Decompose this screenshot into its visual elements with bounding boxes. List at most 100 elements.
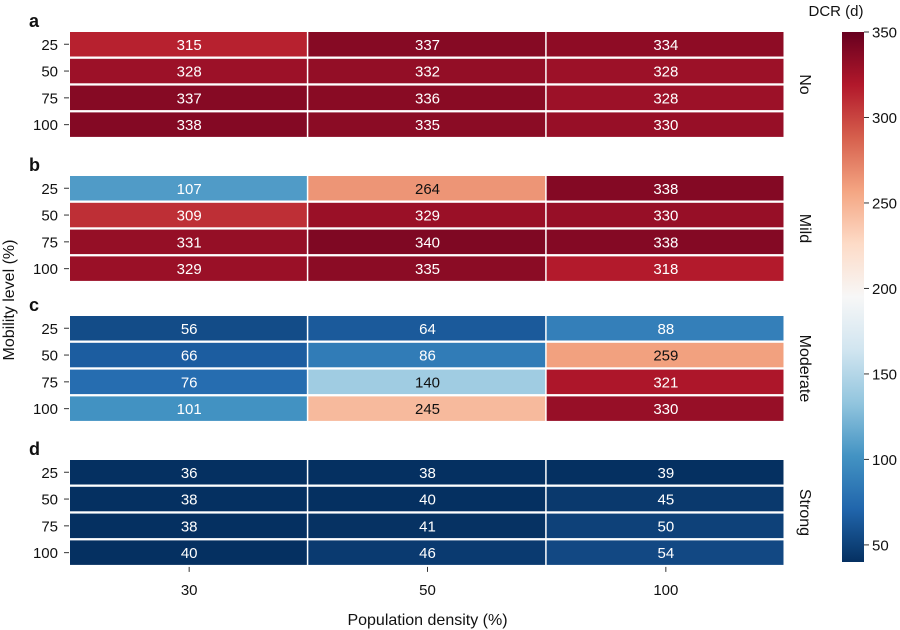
heatmap-cell-a-3-2 [546,112,784,137]
cell-value-label: 336 [415,90,440,107]
heatmap-cell-b-0-2 [546,176,784,201]
cell-value-label: 38 [181,518,198,535]
heatmap-cell-a-0-0 [70,32,307,57]
colorbar-tick-label: 300 [872,110,897,127]
y-tick-label: 100 [33,261,58,278]
cell-value-label: 321 [653,374,678,391]
heatmap-cell-a-1-1 [308,58,546,84]
heatmap-cell-b-0-1 [308,176,546,201]
heatmap-cell-c-0-2 [546,316,784,341]
cell-value-label: 56 [181,321,198,338]
cell-value-label: 332 [415,64,440,81]
y-tick-label: 25 [41,37,58,54]
cell-value-label: 39 [657,465,674,482]
cell-value-label: 318 [653,261,678,278]
y-axis-label: Mobility level (%) [1,240,18,361]
heatmap-cell-a-0-2 [546,32,784,57]
heatmap-cell-a-1-2 [546,58,784,84]
cell-value-label: 259 [653,348,678,365]
y-tick-label: 75 [41,374,58,391]
heatmap-cell-b-0-0 [70,176,307,201]
cell-value-label: 335 [415,261,440,278]
panel-side-label: Moderate [796,335,813,403]
heatmap-cell-c-1-1 [308,342,546,368]
heatmap-cell-c-0-1 [308,316,546,341]
colorbar-tick-label: 50 [872,537,889,554]
colorbar-tick-label: 200 [872,281,897,298]
y-tick-label: 50 [41,208,58,225]
heatmap-cell-c-1-0 [70,342,307,368]
y-tick-label: 75 [41,90,58,107]
cell-value-label: 38 [419,465,436,482]
heatmap-cell-d-2-2 [546,513,784,539]
heatmap-cell-b-2-2 [546,229,784,255]
panel-letter: b [29,155,40,175]
cell-value-label: 309 [177,208,202,225]
panel-side-label: Strong [796,489,813,536]
cell-value-label: 45 [657,492,674,509]
heatmap-cell-a-2-2 [546,85,784,111]
panel-letter: d [29,439,40,459]
cell-value-label: 329 [177,261,202,278]
heatmap-cell-b-1-2 [546,202,784,228]
cell-value-label: 54 [657,545,674,562]
heatmap-cell-c-3-2 [546,396,784,421]
cell-value-label: 315 [177,37,202,54]
heatmap-cell-c-2-2 [546,369,784,395]
cell-value-label: 245 [415,401,440,418]
heatmap-cell-a-2-0 [70,85,307,111]
y-tick-label: 50 [41,348,58,365]
heatmap-cell-d-1-0 [70,486,307,512]
heatmap-cell-d-3-1 [308,540,546,565]
heatmap-cell-b-2-0 [70,229,307,255]
cell-value-label: 41 [419,518,436,535]
cell-value-label: 330 [653,208,678,225]
cell-value-label: 101 [177,401,202,418]
cell-value-label: 330 [653,117,678,134]
cell-value-label: 40 [419,492,436,509]
panel-side-label: No [796,74,813,95]
cell-value-label: 40 [181,545,198,562]
heatmap-cell-a-3-0 [70,112,307,137]
panel-side-label: Mild [796,214,813,243]
colorbar-title: DCR (d) [809,3,864,20]
cell-value-label: 328 [653,64,678,81]
y-tick-label: 50 [41,64,58,81]
cell-value-label: 264 [415,181,440,198]
cell-value-label: 340 [415,234,440,251]
cell-value-label: 76 [181,374,198,391]
heatmap-cell-d-3-2 [546,540,784,565]
cell-value-label: 64 [419,321,436,338]
cell-value-label: 107 [177,181,202,198]
colorbar [842,32,864,562]
heatmap-cell-c-2-0 [70,369,307,395]
y-tick-label: 50 [41,492,58,509]
cell-value-label: 334 [653,37,678,54]
heatmap-cell-d-1-1 [308,486,546,512]
cell-value-label: 38 [181,492,198,509]
y-tick-label: 100 [33,117,58,134]
heatmap-cell-c-2-1 [308,369,546,395]
colorbar-tick-label: 350 [872,25,897,42]
heatmap-cell-b-1-0 [70,202,307,228]
y-tick-label: 100 [33,545,58,562]
cell-value-label: 337 [415,37,440,54]
cell-value-label: 328 [653,90,678,107]
heatmap-cell-b-3-1 [308,256,546,281]
y-tick-label: 25 [41,465,58,482]
cell-value-label: 66 [181,348,198,365]
heatmap-cell-b-3-0 [70,256,307,281]
y-tick-label: 75 [41,518,58,535]
colorbar-tick-label: 250 [872,195,897,212]
heatmap-cell-d-1-2 [546,486,784,512]
panel-letter: a [29,11,40,31]
cell-value-label: 328 [177,64,202,81]
panel-letter: c [29,295,39,315]
cell-value-label: 331 [177,234,202,251]
x-tick-label: 100 [653,582,678,599]
heatmap-cell-d-2-1 [308,513,546,539]
heatmap-cell-b-2-1 [308,229,546,255]
y-tick-label: 25 [41,181,58,198]
cell-value-label: 36 [181,465,198,482]
